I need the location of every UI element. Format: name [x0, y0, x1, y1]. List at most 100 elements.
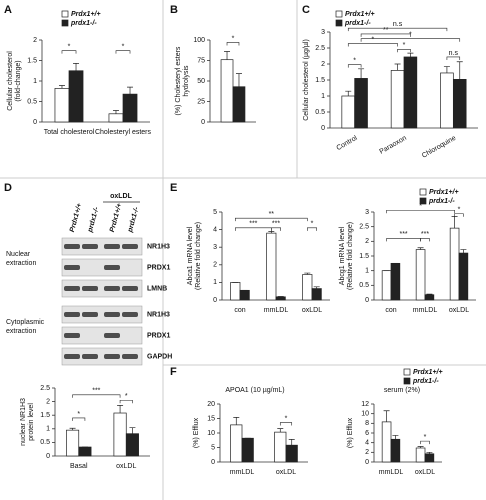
significance-bracket: [397, 48, 411, 53]
bar: [449, 227, 460, 301]
bar: [274, 431, 287, 463]
y-tick-label: 10: [361, 411, 369, 418]
significance-bracket: [420, 440, 430, 445]
y-axis-label: (%) Efflux: [347, 417, 354, 448]
y-tick-label: 1: [321, 93, 325, 100]
y-tick-label: 0: [46, 453, 50, 460]
blot-band: [122, 286, 138, 291]
significance-label: *: [232, 35, 235, 42]
lane-label: prdx1-/-: [127, 206, 141, 234]
error-bar: [460, 249, 467, 254]
error-bar: [345, 90, 352, 96]
significance-bracket: [61, 50, 77, 54]
y-tick-label: 2: [365, 449, 369, 456]
y-tick-label: 0: [365, 459, 369, 466]
error-bar: [417, 247, 424, 250]
significance-bracket: [226, 42, 240, 46]
bar: [66, 429, 80, 457]
y-tick-label: 2: [321, 61, 325, 68]
significance-bracket: [420, 238, 430, 242]
significance-bracket: [115, 50, 131, 54]
significance-bracket: [347, 64, 362, 68]
y-tick-label: 5: [211, 444, 215, 451]
y-tick-label: 5: [213, 209, 217, 216]
bar: [68, 70, 84, 123]
error-bar: [443, 66, 450, 73]
error-bar: [288, 439, 295, 446]
y-tick-label: 6: [365, 430, 369, 437]
y-tick-label: 1: [213, 279, 217, 286]
y-tick-label: 2: [213, 262, 217, 269]
blot-band: [64, 244, 80, 249]
bar: [403, 56, 418, 129]
significance-bracket: [307, 227, 317, 231]
significance-bracket: [360, 38, 461, 42]
significance-bracket: [446, 56, 461, 60]
section-label: extraction: [6, 328, 36, 335]
y-tick-label: 0: [211, 459, 215, 466]
y-tick-label: 2.5: [315, 45, 325, 52]
significance-label: n.s: [449, 50, 459, 57]
bar: [232, 86, 246, 123]
y-axis-label: protein level: [28, 403, 35, 441]
y-tick-label: 2: [46, 398, 50, 405]
bar: [415, 249, 426, 301]
blot-band: [82, 286, 98, 291]
error-bar: [73, 63, 80, 71]
significance-label: **: [269, 211, 275, 218]
y-tick-label: 3: [321, 29, 325, 36]
blot-band: [64, 354, 80, 359]
error-bar: [426, 451, 433, 454]
y-tick-label: 0: [321, 125, 325, 132]
panel-letter: B: [170, 4, 178, 16]
bar: [390, 438, 401, 463]
bar: [285, 444, 298, 463]
error-bar: [394, 63, 401, 71]
blot-band: [82, 354, 98, 359]
band-label: LMNB: [147, 285, 167, 292]
y-tick-label: 2: [33, 37, 37, 44]
error-bar: [358, 68, 365, 79]
significance-label: ***: [421, 231, 429, 238]
significance-label: ***: [92, 388, 100, 395]
x-tick-label: oxLDL: [116, 463, 136, 470]
bar: [125, 433, 139, 457]
y-tick-label: 1: [46, 426, 50, 433]
band-label: NR1H3: [147, 243, 170, 250]
y-axis-label: Cellular cholesterol: [7, 51, 14, 111]
bar: [220, 59, 234, 123]
panel-letter: F: [170, 366, 177, 378]
significance-label: *: [77, 411, 80, 418]
blot-strip: [61, 347, 143, 366]
x-tick-label: con: [234, 307, 245, 314]
y-tick-label: 0: [201, 119, 205, 126]
error-bar: [235, 73, 242, 87]
error-bar: [127, 86, 134, 95]
significance-label: n.s: [393, 21, 403, 28]
x-tick-label: mmLDL: [230, 469, 255, 476]
error-bar: [129, 427, 136, 434]
legend-swatch: [335, 19, 343, 27]
blot-band: [122, 244, 138, 249]
panel-letter: A: [4, 4, 12, 16]
bar: [424, 294, 435, 301]
significance-label: *: [424, 434, 427, 441]
y-tick-label: 0.5: [315, 109, 325, 116]
significance-label: *: [122, 44, 125, 51]
x-tick-label: mmLDL: [379, 469, 404, 476]
significance-bracket: [347, 27, 448, 32]
bar: [415, 447, 426, 463]
y-tick-label: 15: [207, 415, 215, 422]
error-bar: [268, 231, 275, 234]
blot-header: oxLDL: [110, 193, 133, 200]
significance-bracket: [360, 33, 411, 37]
significance-bracket: [454, 213, 464, 217]
band-label: GAPDH: [147, 353, 172, 360]
y-tick-label: 25: [197, 98, 205, 105]
bar: [230, 282, 241, 301]
significance-label: *: [125, 393, 128, 400]
error-bar: [383, 410, 390, 422]
bar: [440, 72, 454, 129]
blot-band: [104, 244, 120, 249]
bar: [239, 289, 250, 301]
